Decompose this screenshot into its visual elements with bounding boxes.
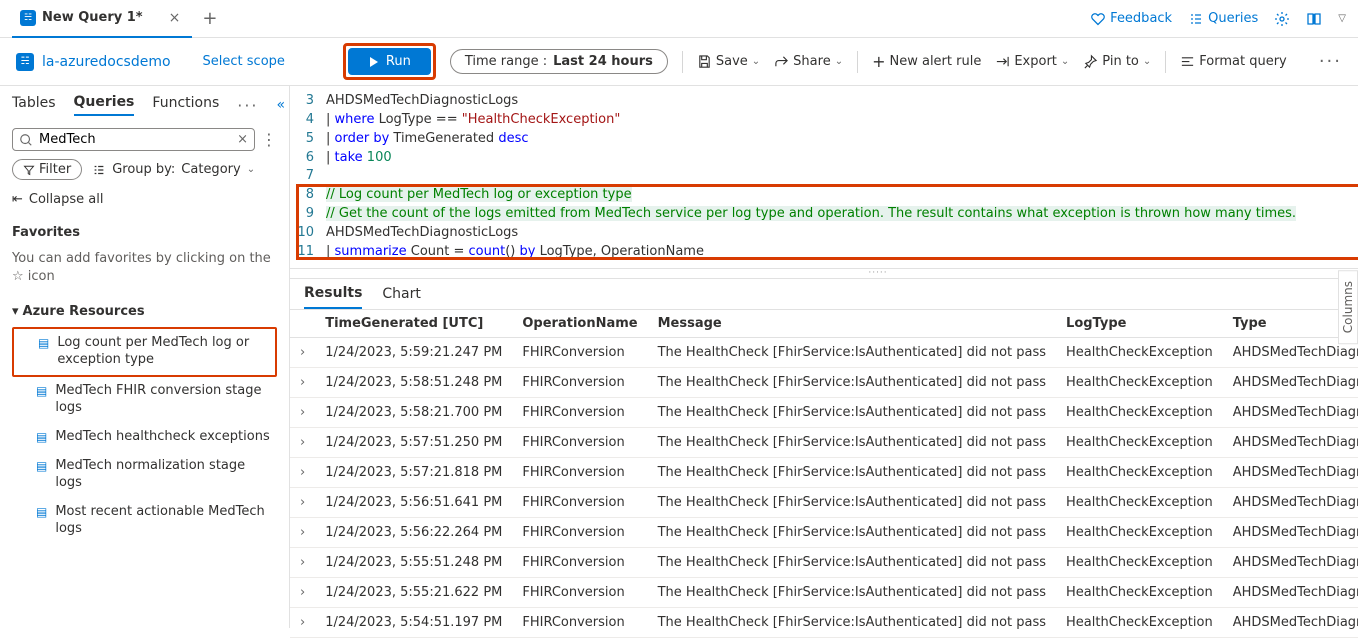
columns-panel-toggle[interactable]: Columns [1338,270,1358,344]
query-icon: ▤ [36,505,47,521]
expand-icon[interactable]: › [290,367,315,397]
more-icon[interactable]: ··· [1319,51,1342,72]
share-icon [774,54,789,69]
toolbar: ☵ la-azuredocsdemo Select scope Run Time… [0,38,1358,86]
favorites-text: You can add favorites by clicking on the… [12,250,277,286]
book-icon[interactable] [1306,11,1322,27]
pin-icon [1083,54,1098,69]
heart-icon [1090,11,1106,27]
workspace-selector[interactable]: ☵ la-azuredocsdemo [16,53,171,71]
group-icon [92,163,106,177]
export-icon [995,54,1010,69]
table-row[interactable]: ›1/24/2023, 5:56:51.641 PMFHIRConversion… [290,487,1358,517]
table-row[interactable]: ›1/24/2023, 5:56:22.264 PMFHIRConversion… [290,517,1358,547]
tab-queries[interactable]: Queries [74,94,135,116]
azure-resources-header[interactable]: ▾ Azure Resources [12,304,277,319]
results-table: TimeGenerated [UTC]OperationNameMessageL… [290,309,1358,638]
table-header[interactable]: Message [648,309,1056,337]
share-button[interactable]: Share⌄ [774,54,843,69]
editor-pane: 3AHDSMedTechDiagnosticLogs4| where LogTy… [290,86,1358,628]
expand-icon[interactable]: › [290,577,315,607]
caret-down-icon: ▾ [12,304,19,319]
format-query-button[interactable]: Format query [1180,54,1286,69]
run-button[interactable]: Run [348,48,431,75]
table-header[interactable]: LogType [1056,309,1223,337]
tab-results[interactable]: Results [304,285,362,309]
clear-search-icon[interactable]: × [237,132,248,147]
table-row[interactable]: ›1/24/2023, 5:57:51.250 PMFHIRConversion… [290,427,1358,457]
search-input[interactable]: × [12,128,255,151]
query-icon: ▤ [36,384,47,400]
table-header[interactable]: OperationName [512,309,647,337]
tab-tables[interactable]: Tables [12,95,56,115]
query-tab-title: New Query 1* [42,10,143,25]
query-icon: ▤ [36,430,47,446]
tab-bar: ☵ New Query 1* × + Feedback Queries ▽ [0,0,1358,38]
expand-icon[interactable]: › [290,487,315,517]
pin-button[interactable]: Pin to⌄ [1083,54,1151,69]
format-icon [1180,54,1195,69]
query-icon: ▤ [36,459,47,475]
filter-icon [23,164,35,176]
group-by-selector[interactable]: Group by: Category ⌄ [92,162,255,177]
play-icon [368,56,380,68]
expand-icon[interactable]: › [290,337,315,367]
query-tab[interactable]: ☵ New Query 1* × [12,0,192,38]
expand-icon[interactable]: › [290,517,315,547]
query-tab-icon: ☵ [20,10,36,26]
sidebar-query-item[interactable]: ▤MedTech FHIR conversion stage logs [12,377,277,423]
feedback-button[interactable]: Feedback [1090,11,1172,27]
close-icon[interactable]: × [165,10,185,26]
table-row[interactable]: ›1/24/2023, 5:55:51.248 PMFHIRConversion… [290,547,1358,577]
tab-chart[interactable]: Chart [382,286,420,308]
save-icon [697,54,712,69]
workspace-icon: ☵ [16,53,34,71]
sidebar-query-item[interactable]: ▤Log count per MedTech log or exception … [12,327,277,377]
search-icon [19,133,33,147]
results-pane: Results Chart TimeGenerated [UTC]Operati… [290,278,1358,638]
sidebar-more-icon[interactable]: ··· [237,96,258,115]
table-row[interactable]: ›1/24/2023, 5:59:21.247 PMFHIRConversion… [290,337,1358,367]
query-icon: ▤ [38,336,49,352]
sidebar: Tables Queries Functions ··· « × ⋮ Filte… [0,86,290,628]
collapse-all-button[interactable]: ⇤ Collapse all [12,192,277,207]
tab-functions[interactable]: Functions [152,95,219,115]
expand-icon[interactable]: › [290,607,315,637]
sidebar-query-item[interactable]: ▤Most recent actionable MedTech logs [12,498,277,544]
settings-icon[interactable] [1274,11,1290,27]
code-editor[interactable]: 3AHDSMedTechDiagnosticLogs4| where LogTy… [290,86,1358,268]
expand-icon[interactable]: › [290,427,315,457]
list-icon [1188,11,1204,27]
table-row[interactable]: ›1/24/2023, 5:55:21.622 PMFHIRConversion… [290,577,1358,607]
queries-button[interactable]: Queries [1188,11,1258,27]
save-button[interactable]: Save⌄ [697,54,760,69]
chevron-down-icon[interactable]: ▽ [1338,13,1346,24]
table-row[interactable]: ›1/24/2023, 5:54:51.197 PMFHIRConversion… [290,607,1358,637]
collapse-icon: ⇤ [12,192,23,207]
expand-icon[interactable]: › [290,547,315,577]
search-menu-icon[interactable]: ⋮ [261,130,277,149]
table-row[interactable]: ›1/24/2023, 5:57:21.818 PMFHIRConversion… [290,457,1358,487]
main: Tables Queries Functions ··· « × ⋮ Filte… [0,86,1358,628]
time-range-selector[interactable]: Time range : Last 24 hours [450,49,668,74]
sidebar-query-item[interactable]: ▤MedTech normalization stage logs [12,452,277,498]
add-tab-icon[interactable]: + [192,8,227,29]
expand-icon[interactable]: › [290,457,315,487]
filter-button[interactable]: Filter [12,159,82,180]
splitter[interactable]: ·····︽ [290,268,1358,278]
table-row[interactable]: ›1/24/2023, 5:58:21.700 PMFHIRConversion… [290,397,1358,427]
plus-icon: + [872,52,885,71]
collapse-sidebar-icon[interactable]: « [277,97,286,113]
sidebar-query-item[interactable]: ▤MedTech healthcheck exceptions [12,423,277,452]
new-alert-button[interactable]: + New alert rule [872,52,981,71]
export-button[interactable]: Export⌄ [995,54,1069,69]
favorites-header: Favorites [12,225,277,240]
select-scope-link[interactable]: Select scope [203,54,285,69]
table-row[interactable]: ›1/24/2023, 5:58:51.248 PMFHIRConversion… [290,367,1358,397]
table-header[interactable]: TimeGenerated [UTC] [315,309,512,337]
expand-icon[interactable]: › [290,397,315,427]
